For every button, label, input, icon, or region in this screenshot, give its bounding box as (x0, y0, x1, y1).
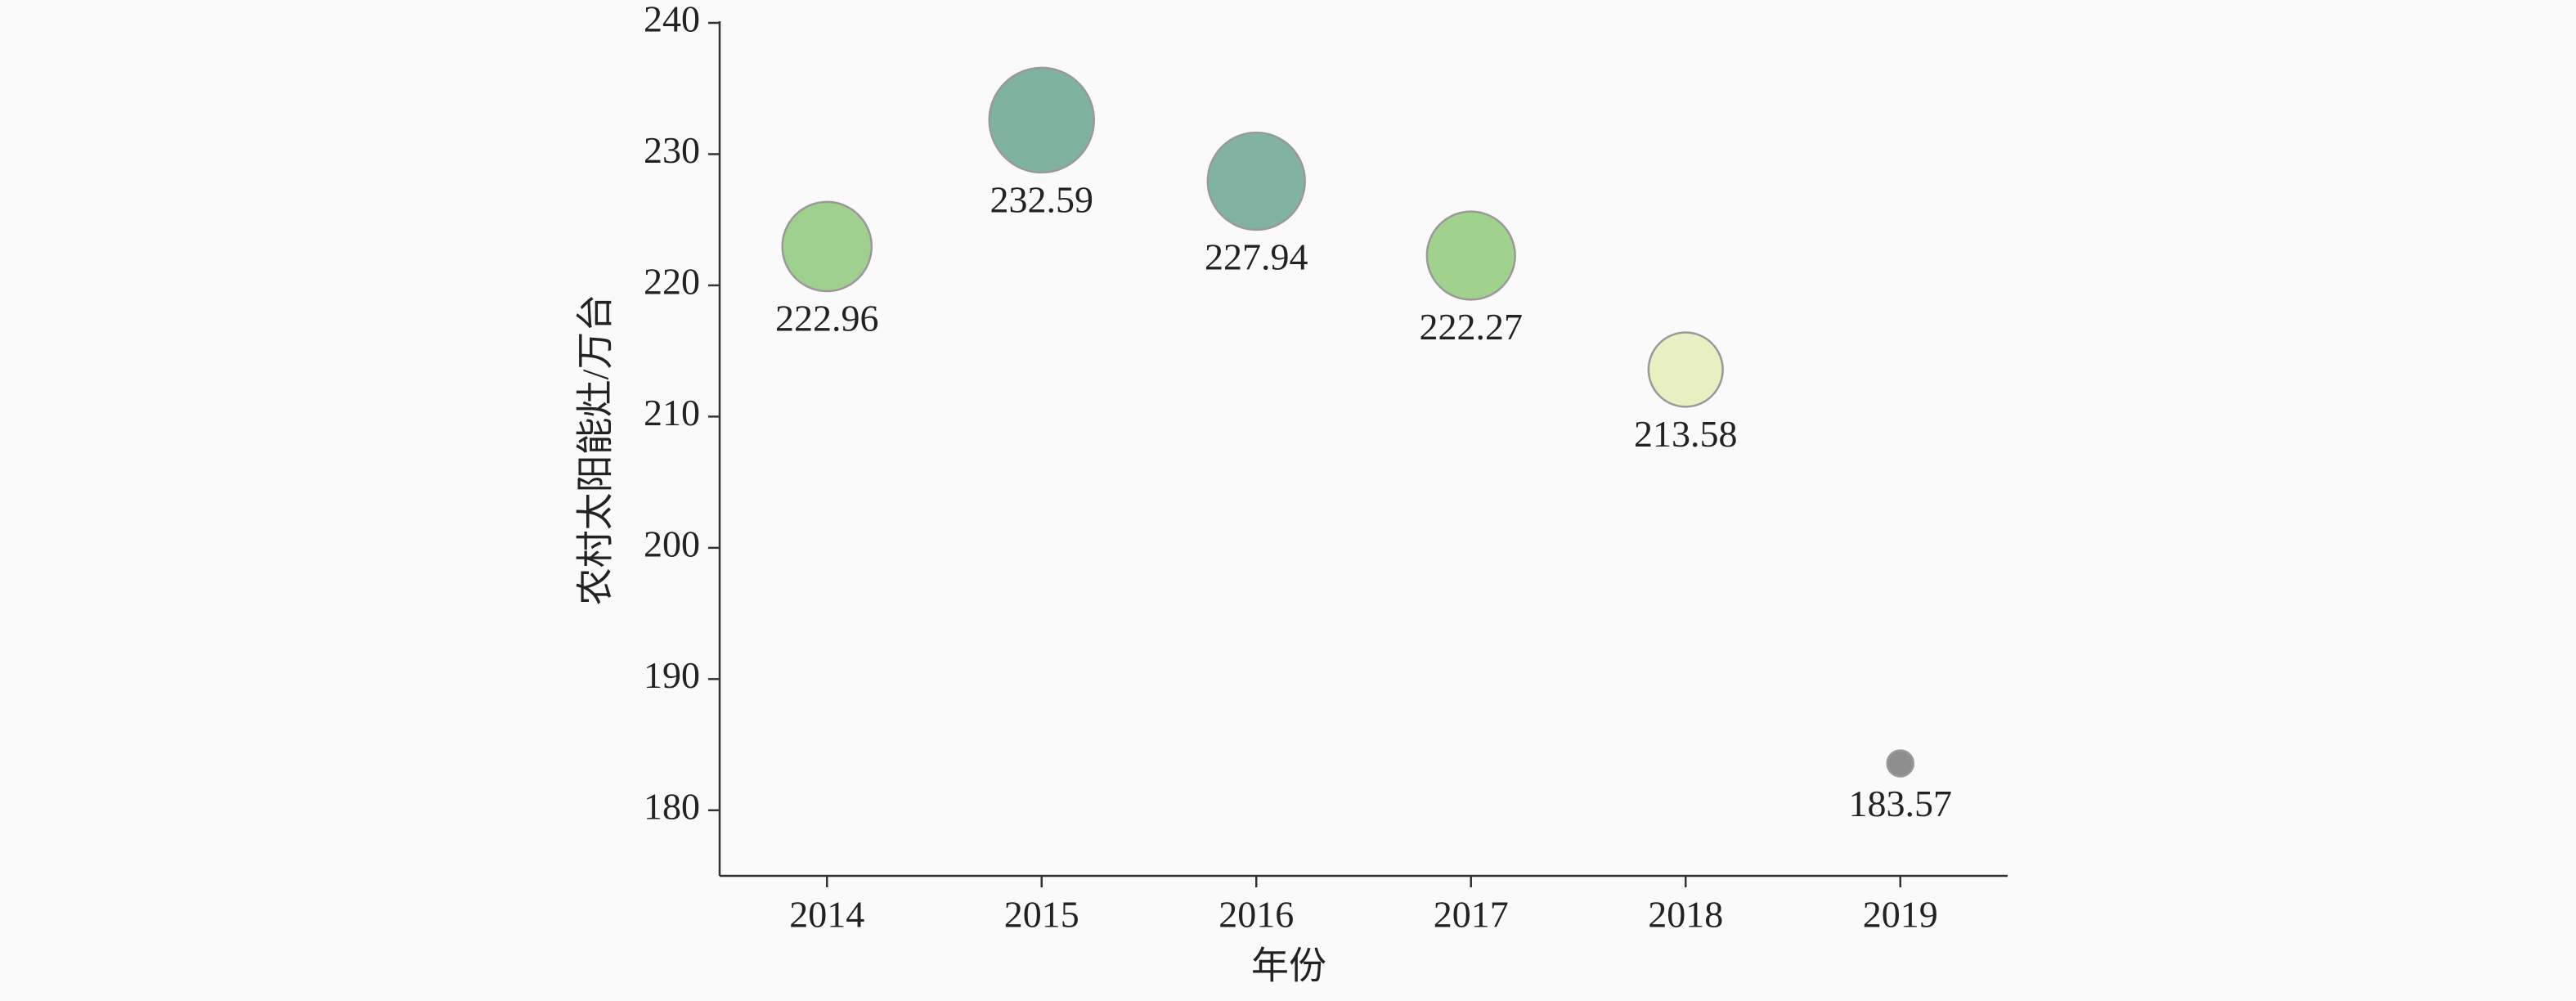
y-tick-label: 180 (644, 785, 700, 827)
y-tick-label: 220 (644, 260, 700, 302)
y-axis-label: 农村太阳能灶/万台 (575, 294, 617, 606)
data-label: 227.94 (1205, 236, 1308, 278)
bubble (1206, 131, 1306, 231)
x-axis-label: 年份 (1251, 945, 1326, 987)
x-tick-label: 2015 (1004, 894, 1079, 936)
y-tick-label: 210 (644, 392, 700, 433)
x-tick-label: 2019 (1863, 894, 1938, 936)
data-label: 183.57 (1849, 783, 1953, 824)
data-label: 232.59 (990, 178, 1094, 220)
bubble (781, 200, 873, 293)
y-tick-label: 230 (644, 129, 700, 171)
y-tick-label: 240 (644, 0, 700, 40)
x-tick-label: 2017 (1434, 894, 1509, 936)
x-tick-label: 2018 (1648, 894, 1723, 936)
data-label: 222.96 (775, 298, 879, 339)
y-tick-label: 200 (644, 523, 700, 564)
y-tick-label: 190 (644, 654, 700, 696)
x-tick-label: 2014 (789, 894, 864, 936)
data-label: 213.58 (1634, 413, 1738, 455)
x-tick-label: 2016 (1218, 894, 1294, 936)
bubble (1425, 210, 1516, 301)
data-label: 222.27 (1420, 306, 1524, 348)
bubble (1647, 331, 1724, 408)
bubble (988, 66, 1095, 174)
bubble (1886, 749, 1914, 778)
